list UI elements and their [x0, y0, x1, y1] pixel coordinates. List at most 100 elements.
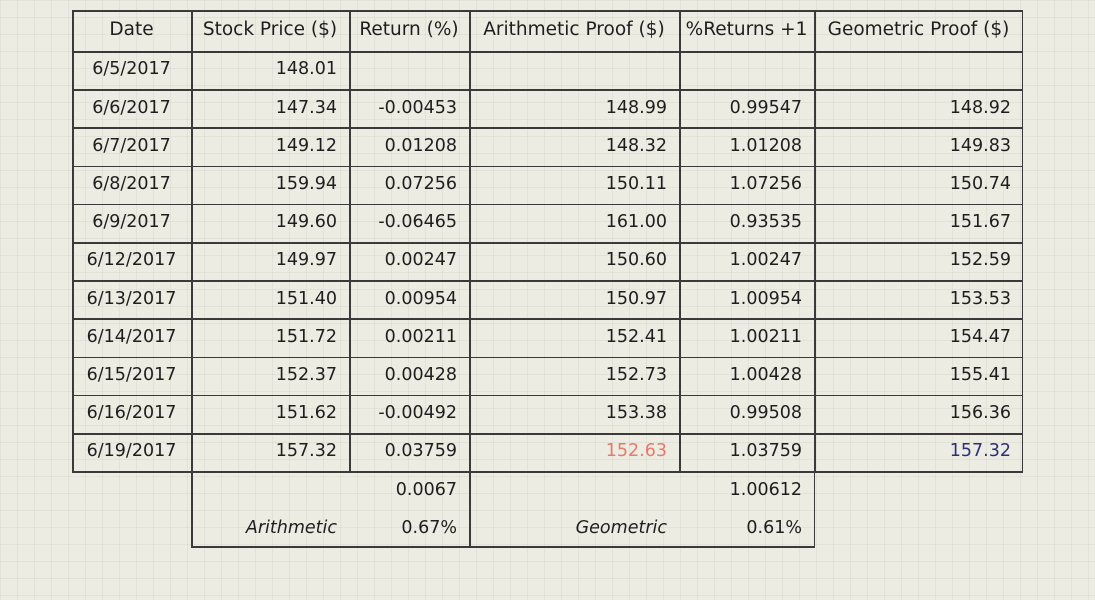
cell-returns-plus-one: 0.99547: [729, 97, 802, 118]
cell-date: 6/6/2017: [92, 97, 171, 118]
cell-stock-price: 151.72: [275, 326, 337, 347]
cell-stock-price: 151.40: [275, 288, 337, 309]
cell-arithmetic-proof: 152.41: [605, 326, 667, 347]
cell-arithmetic-proof: 150.97: [605, 288, 667, 309]
cell-geometric-proof: 154.47: [949, 326, 1011, 347]
cell-stock-price: 148.01: [275, 59, 337, 80]
table-gridline: [191, 10, 193, 473]
table-gridline: [72, 89, 1023, 91]
cell-arithmetic-proof: 148.32: [605, 135, 667, 156]
cell-date: 6/9/2017: [92, 212, 171, 233]
cell-returns-plus-one: 1.03759: [729, 441, 802, 462]
cell-return: 0.00428: [384, 364, 457, 385]
cell-stock-price: 149.60: [275, 212, 337, 233]
cell-return: 0.00211: [384, 326, 457, 347]
cell-arithmetic-proof: 161.00: [605, 212, 667, 233]
cell-date: 6/14/2017: [86, 326, 177, 347]
cell-date: 6/13/2017: [86, 288, 177, 309]
table-gridline: [469, 471, 471, 548]
table-gridline: [72, 356, 1023, 359]
cell-returns-plus-one: 1.00428: [729, 364, 802, 385]
cell-stock-price: 151.62: [275, 403, 337, 424]
cell-arithmetic-proof: 150.11: [605, 173, 667, 194]
table-gridline: [72, 394, 1023, 397]
table-gridline: [679, 10, 681, 473]
cell-arithmetic-proof: 148.99: [605, 97, 667, 118]
table-gridline: [72, 203, 1023, 206]
cell-date: 6/12/2017: [86, 250, 177, 271]
table-gridline: [72, 10, 74, 473]
cell-date: 6/7/2017: [92, 135, 171, 156]
cell-returns-plus-one: 1.00954: [729, 288, 802, 309]
cell-geometric-proof: 150.74: [949, 173, 1011, 194]
cell-return: 0.03759: [384, 441, 457, 462]
cell-return: -0.00492: [378, 403, 457, 424]
cell-geometric-proof: 149.83: [949, 135, 1011, 156]
cell-stock-price: 157.32: [275, 441, 337, 462]
cell-arithmetic-proof: 152.63: [605, 441, 667, 462]
table-gridline: [72, 280, 1023, 282]
cell-geometric-proof: 153.53: [949, 288, 1011, 309]
cell-return: [349, 51, 469, 89]
cell-date: 6/16/2017: [86, 403, 177, 424]
table-gridline: [72, 127, 1023, 129]
table-gridline: [191, 471, 193, 548]
cell-returns-plus-one: 1.00211: [729, 326, 802, 347]
cell-geometric-proof: [814, 51, 1023, 89]
cell-geometric-proof: 151.67: [949, 212, 1011, 233]
cell-returns-plus-one: 1.07256: [729, 173, 802, 194]
geometric-label: Geometric: [575, 517, 667, 538]
cell-date: 6/5/2017: [92, 59, 171, 80]
table-gridline: [72, 51, 1023, 53]
cell-geometric-proof: 152.59: [949, 250, 1011, 271]
header-date: Date: [109, 19, 154, 41]
cell-returns-plus-one: 1.00247: [729, 250, 802, 271]
cell-return: 0.00954: [384, 288, 457, 309]
table-gridline: [813, 471, 815, 548]
table-gridline: [72, 242, 1023, 244]
header-return: Return (%): [359, 19, 459, 41]
cell-return: 0.07256: [384, 173, 457, 194]
cell-date: 6/19/2017: [86, 441, 177, 462]
cell-stock-price: 149.12: [275, 135, 337, 156]
header-arithmetic-proof: Arithmetic Proof ($): [483, 19, 665, 41]
table-gridline: [469, 10, 471, 473]
cell-geometric-proof: 157.32: [949, 441, 1011, 462]
header-stock-price: Stock Price ($): [202, 19, 338, 41]
cell-stock-price: 147.34: [275, 97, 337, 118]
cell-geometric-proof: 156.36: [949, 403, 1011, 424]
cell-return: -0.00453: [378, 97, 457, 118]
table-gridline: [349, 10, 351, 473]
cell-geometric-proof: 148.92: [949, 97, 1011, 118]
table-gridline: [72, 471, 1023, 473]
cell-stock-price: 152.37: [275, 364, 337, 385]
cell-date: 6/15/2017: [86, 364, 177, 385]
cell-returns-plus-one: [679, 51, 814, 89]
table-gridline: [72, 318, 1023, 320]
arithmetic-percent: 0.67%: [401, 517, 457, 538]
arithmetic-label: Arithmetic: [245, 517, 337, 538]
cell-returns-plus-one: 0.93535: [729, 212, 802, 233]
cell-arithmetic-proof: 152.73: [605, 364, 667, 385]
geometric-percent: 0.61%: [746, 517, 802, 538]
geometric-mean-value: 1.00612: [729, 479, 802, 500]
table-border-top: [72, 10, 1023, 12]
table-gridline: [72, 433, 1023, 435]
table-gridline: [72, 165, 1023, 168]
cell-return: 0.01208: [384, 135, 457, 156]
summary-border-bottom: [191, 546, 815, 548]
cell-arithmetic-proof: 153.38: [605, 403, 667, 424]
cell-arithmetic-proof: [469, 51, 679, 89]
cell-geometric-proof: 155.41: [949, 364, 1011, 385]
cell-returns-plus-one: 1.01208: [729, 135, 802, 156]
cell-stock-price: 149.97: [275, 250, 337, 271]
header-returns-plus-one: %Returns +1: [685, 19, 808, 41]
cell-return: 0.00247: [384, 250, 457, 271]
table-gridline: [814, 10, 816, 473]
arithmetic-mean-value: 0.0067: [395, 479, 457, 500]
cell-returns-plus-one: 0.99508: [729, 403, 802, 424]
cell-arithmetic-proof: 150.60: [605, 250, 667, 271]
table-gridline: [1021, 10, 1023, 473]
returns-table: Date Stock Price ($) Return (%) Arithmetic …: [72, 10, 1023, 549]
header-geometric-proof: Geometric Proof ($): [827, 19, 1010, 41]
